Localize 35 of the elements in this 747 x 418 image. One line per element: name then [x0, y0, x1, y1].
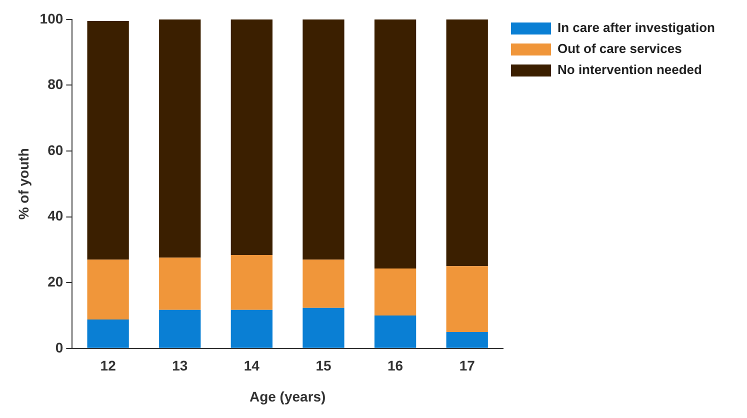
bar: [374, 268, 416, 316]
y-tick-label: 100: [40, 10, 64, 26]
x-tick-label: 16: [388, 358, 404, 374]
x-tick-label: 13: [172, 358, 188, 374]
x-tick-label: 15: [316, 358, 332, 374]
bar: [302, 260, 344, 308]
bar: [159, 258, 201, 310]
bar: [446, 332, 488, 348]
bar: [230, 19, 273, 255]
x-axis-title: Age (years): [249, 388, 326, 404]
bar: [446, 19, 488, 266]
bar: [302, 308, 344, 348]
bar: [446, 266, 488, 332]
legend-label: In care after investigation: [558, 20, 716, 36]
y-tick-label: 80: [48, 76, 64, 92]
bar: [374, 19, 416, 268]
bar: [230, 254, 273, 310]
y-tick-label: 20: [48, 273, 64, 290]
x-tick-label: 14: [244, 358, 260, 374]
x-tick-label: 17: [459, 358, 476, 374]
legend-label: No intervention needed: [558, 62, 702, 78]
y-tick-label: 0: [55, 339, 64, 356]
bar: [87, 260, 129, 320]
bar: [159, 310, 201, 348]
y-axis-title: % of youth: [15, 148, 32, 220]
y-tick-label: 60: [48, 142, 64, 158]
x-tick-label: 12: [100, 358, 116, 374]
y-tick-label: 40: [48, 208, 64, 224]
legend-label: Out of care services: [558, 41, 682, 56]
bar: [230, 310, 273, 348]
bar: [159, 19, 201, 258]
bar: [87, 21, 129, 260]
bar: [374, 316, 416, 348]
bar: [302, 19, 344, 260]
bar: [87, 319, 129, 348]
